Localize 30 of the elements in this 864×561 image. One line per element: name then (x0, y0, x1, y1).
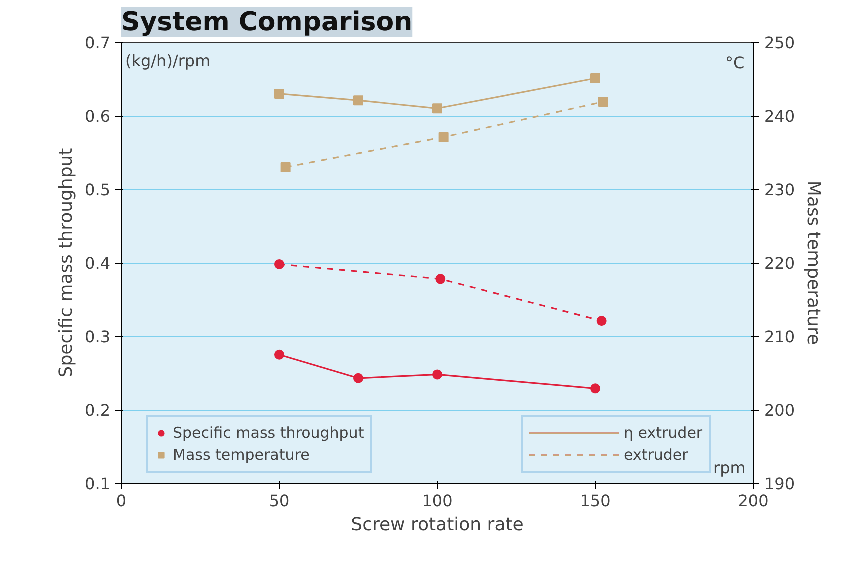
y-tick-label: 0.6 (85, 107, 111, 126)
y2-tick-label: 240 (764, 107, 796, 126)
y-tick-label: 0.1 (85, 474, 111, 494)
legend-label: Mass temperature (173, 446, 310, 464)
legend-label: Specific mass throughput (173, 424, 364, 442)
x-axis-title: Screw rotation rate (351, 514, 524, 536)
annotation: rpm (714, 458, 746, 478)
annotation: η extruder (624, 424, 703, 442)
y2-tick-label: 250 (764, 34, 796, 52)
annotation: extruder (624, 446, 688, 464)
y-tick-label: 0.5 (85, 180, 111, 200)
y-tick-label: 0.7 (85, 34, 111, 52)
annotation: °C (726, 54, 745, 72)
y2-tick-label: 210 (764, 328, 796, 346)
y-tick-label: 0.2 (85, 401, 111, 420)
y-axis-title: Specific mass throughput (56, 148, 78, 378)
y-tick-label: 0.3 (85, 328, 111, 346)
y2-tick-label: 200 (764, 401, 796, 420)
x-tick-label: 50 (269, 492, 290, 510)
x-tick-label: 150 (580, 492, 611, 510)
y2-axis-title: Mass temperature (803, 180, 824, 346)
y2-tick-label: 190 (764, 474, 796, 494)
chart-title: System Comparison (122, 8, 413, 38)
y-tick-label: 0.4 (85, 254, 111, 273)
y2-tick-label: 220 (764, 254, 796, 273)
annotation: (kg/h)/rpm (126, 52, 211, 70)
y2-tick-label: 230 (764, 180, 796, 200)
x-tick-label: 0 (116, 492, 127, 510)
x-tick-label: 200 (738, 492, 769, 510)
x-tick-label: 100 (422, 492, 453, 510)
